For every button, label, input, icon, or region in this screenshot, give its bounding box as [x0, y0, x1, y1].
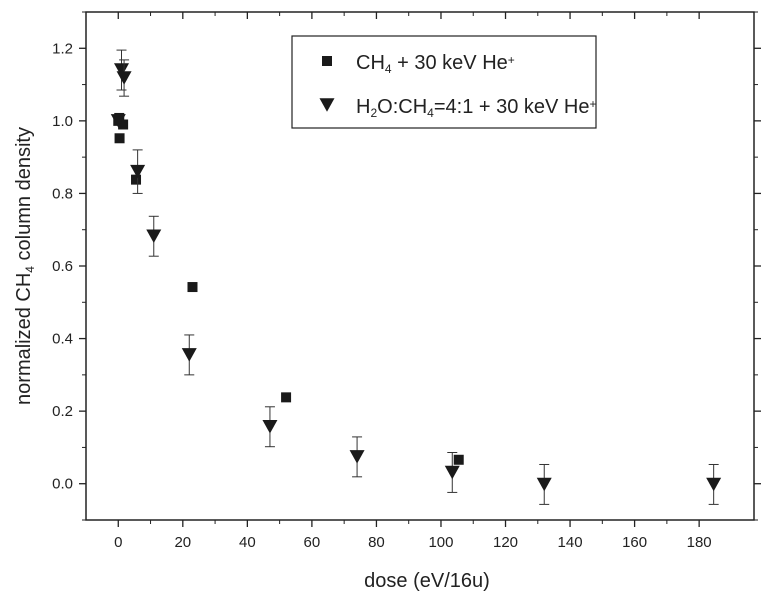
y-tick-label: 1.2 — [52, 40, 73, 57]
y-axis-label: normalized CH4 column density — [13, 127, 37, 405]
y-tick-label: 0.0 — [52, 476, 73, 493]
x-tick-label: 0 — [114, 534, 122, 551]
data-point-triangle — [350, 450, 365, 464]
data-point-square — [281, 392, 291, 402]
x-tick-label: 120 — [493, 534, 518, 551]
data-point-triangle — [262, 420, 277, 434]
legend: CH4 + 30 keV He+ H2O:CH4=4:1 + 30 keV He+ — [292, 36, 597, 128]
series-1 — [113, 113, 463, 465]
y-tick-label: 0.6 — [52, 258, 73, 275]
x-tick-label: 60 — [304, 534, 321, 551]
y-tick-label: 0.2 — [52, 403, 73, 420]
x-tick-label: 100 — [428, 534, 453, 551]
x-axis-label: dose (eV/16u) — [364, 570, 490, 592]
data-point-triangle — [146, 229, 161, 243]
data-point-triangle — [117, 71, 132, 85]
data-point-square — [115, 133, 125, 143]
y-tick-label: 1.0 — [52, 113, 73, 130]
data-point-triangle — [445, 466, 460, 480]
legend-label: H2O:CH4=4:1 + 30 keV He+ — [356, 96, 597, 120]
data-point-triangle — [537, 478, 552, 492]
legend-item-2: H2O:CH4=4:1 + 30 keV He+ — [320, 96, 597, 120]
x-tick-label: 180 — [687, 534, 712, 551]
x-tick-label: 160 — [622, 534, 647, 551]
data-point-square — [454, 455, 464, 465]
y-tick-label: 0.8 — [52, 185, 73, 202]
y-tick-label: 0.4 — [52, 331, 73, 348]
data-point-triangle — [182, 348, 197, 362]
data-point-square — [131, 175, 141, 185]
data-point-triangle — [706, 478, 721, 492]
data-point-square — [187, 282, 197, 292]
legend-label: CH4 + 30 keV He+ — [356, 52, 515, 76]
legend-marker-square — [322, 56, 332, 66]
x-tick-label: 20 — [174, 534, 191, 551]
x-tick-label: 40 — [239, 534, 256, 551]
x-tick-label: 140 — [558, 534, 583, 551]
x-tick-label: 80 — [368, 534, 385, 551]
